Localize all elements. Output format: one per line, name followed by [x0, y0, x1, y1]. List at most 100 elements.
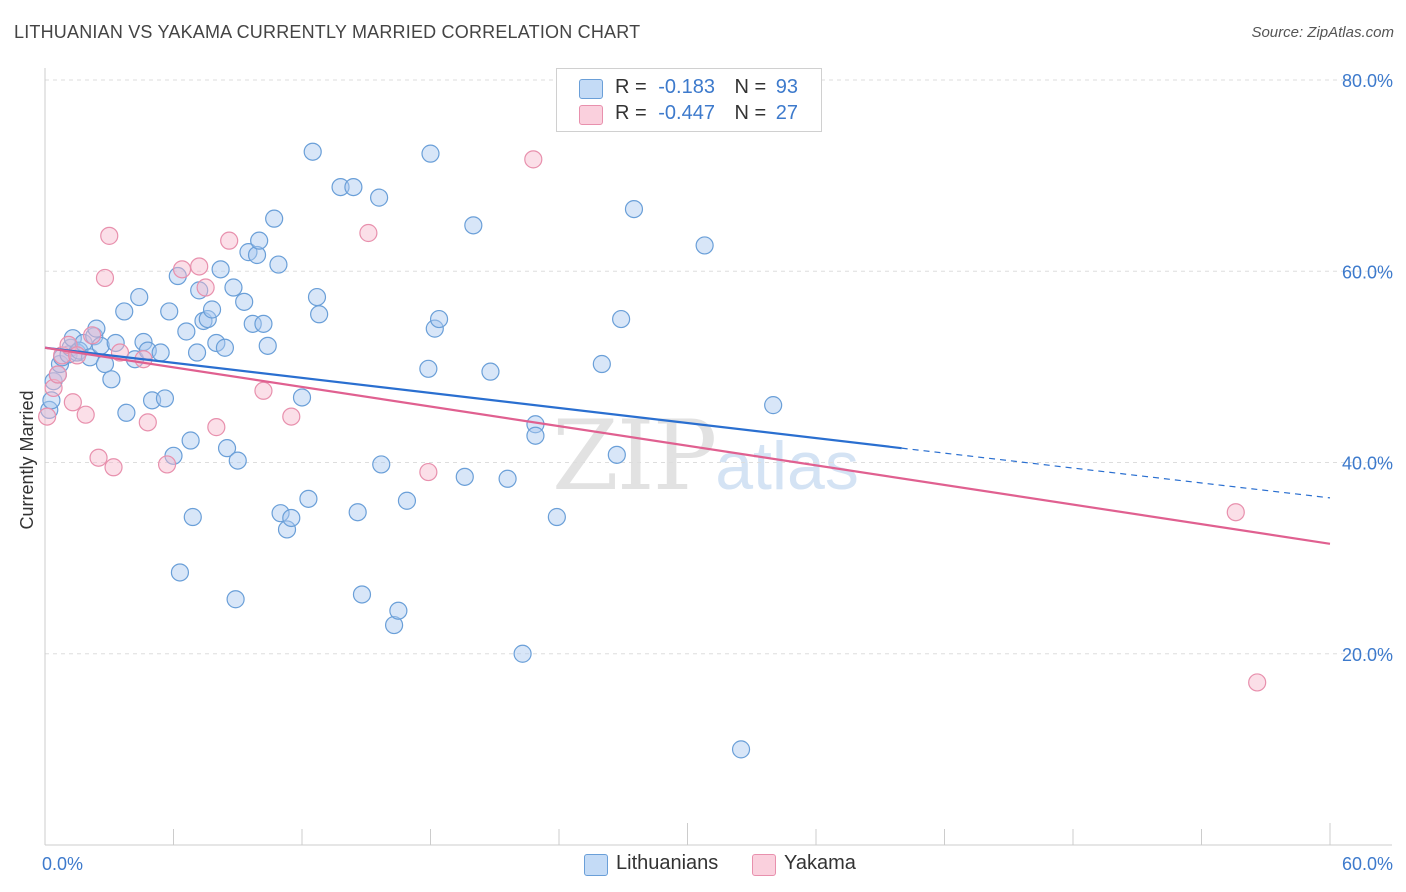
- source-label: Source: ZipAtlas.com: [1251, 24, 1394, 41]
- x-tick-label-min: 0.0%: [42, 854, 83, 874]
- point-yakama: [83, 326, 102, 345]
- trend-line-yakama: [44, 346, 1331, 545]
- r-label: R =: [615, 76, 647, 98]
- point-lithuanians: [526, 426, 545, 445]
- correlation-legend: R = -0.183 N = 93 R = -0.447 N = 27: [556, 68, 822, 132]
- bottom-label-lithuanians: Lithuanians: [616, 852, 719, 874]
- y-tick-label: 80.0%: [1342, 71, 1393, 91]
- legend-swatch-yakama: [579, 105, 603, 125]
- y-axis-label: Currently Married: [17, 390, 37, 529]
- point-yakama: [524, 150, 543, 169]
- point-lithuanians: [344, 178, 363, 197]
- point-lithuanians: [547, 507, 566, 527]
- point-yakama: [207, 418, 226, 437]
- point-lithuanians: [228, 451, 247, 470]
- chart-title: LITHUANIAN VS YAKAMA CURRENTLY MARRIED C…: [14, 22, 641, 42]
- point-lithuanians: [224, 278, 243, 297]
- trend-lines: [44, 346, 1331, 545]
- point-lithuanians: [265, 209, 284, 228]
- point-yakama: [220, 231, 239, 250]
- point-lithuanians: [389, 601, 408, 620]
- point-yakama: [63, 393, 82, 412]
- point-lithuanians: [352, 585, 372, 604]
- legend-text-lithuanians: R = -0.183 N = 93: [615, 76, 798, 99]
- point-lithuanians: [198, 309, 217, 329]
- n-value: 27: [775, 102, 799, 124]
- point-lithuanians: [384, 615, 404, 635]
- bottom-swatch-yakama: [752, 854, 776, 876]
- point-yakama: [254, 381, 273, 400]
- r-value: -0.447: [658, 102, 715, 124]
- point-lithuanians: [331, 178, 350, 197]
- point-yakama: [44, 378, 63, 398]
- point-yakama: [68, 346, 87, 365]
- point-lithuanians: [292, 388, 312, 407]
- point-yakama: [95, 268, 115, 288]
- point-yakama: [138, 413, 157, 432]
- point-yakama: [282, 407, 301, 426]
- point-yakama: [196, 278, 215, 297]
- point-lithuanians: [307, 287, 327, 307]
- point-yakama: [172, 260, 192, 279]
- point-lithuanians: [183, 507, 202, 527]
- point-yakama: [76, 405, 95, 424]
- point-yakama: [419, 462, 438, 482]
- bottom-swatch-lithuanians: [584, 854, 608, 876]
- point-lithuanians: [170, 563, 190, 582]
- r-label: R =: [615, 102, 647, 124]
- point-lithuanians: [226, 590, 245, 609]
- point-lithuanians: [207, 333, 226, 353]
- point-lithuanians: [731, 740, 751, 759]
- trend-line-lithuanians-extension: [901, 447, 1331, 499]
- point-lithuanians: [181, 431, 200, 450]
- point-lithuanians: [372, 455, 391, 474]
- point-lithuanians: [187, 343, 207, 362]
- legend-swatch-lithuanians: [579, 79, 603, 99]
- point-lithuanians: [348, 503, 367, 522]
- n-label: N =: [734, 76, 767, 98]
- tick-labels: 80.0% 60.0% 40.0% 20.0% 0.0% 60.0%: [42, 71, 1393, 874]
- point-yakama: [190, 257, 209, 276]
- point-lithuanians: [269, 255, 288, 274]
- point-lithuanians: [303, 142, 322, 161]
- point-lithuanians: [498, 469, 517, 488]
- point-lithuanians: [106, 333, 125, 353]
- point-lithuanians: [624, 199, 644, 219]
- x-tick-label-max: 60.0%: [1342, 854, 1393, 874]
- point-lithuanians: [155, 389, 175, 408]
- point-yakama: [104, 458, 123, 477]
- point-lithuanians: [455, 467, 474, 486]
- trend-line-lithuanians: [44, 346, 902, 450]
- axes: [44, 68, 1392, 846]
- point-lithuanians: [211, 260, 230, 279]
- point-lithuanians: [429, 309, 449, 329]
- point-lithuanians: [592, 354, 611, 374]
- bottom-label-yakama: Yakama: [784, 852, 856, 874]
- point-lithuanians: [202, 300, 222, 319]
- point-lithuanians: [370, 188, 389, 207]
- point-lithuanians: [243, 314, 262, 333]
- point-yakama: [100, 226, 119, 245]
- point-yakama: [48, 365, 67, 384]
- point-lithuanians: [271, 504, 290, 523]
- point-lithuanians: [130, 287, 149, 307]
- data-points: [38, 142, 1267, 759]
- point-yakama: [89, 448, 108, 467]
- point-lithuanians: [419, 359, 438, 378]
- point-lithuanians: [277, 520, 297, 539]
- point-lithuanians: [513, 644, 532, 663]
- point-lithuanians: [421, 144, 440, 163]
- point-lithuanians: [299, 489, 318, 508]
- point-lithuanians: [695, 236, 714, 255]
- n-value: 93: [775, 76, 799, 98]
- point-lithuanians: [235, 292, 254, 311]
- point-yakama: [38, 407, 57, 426]
- point-yakama: [157, 455, 177, 474]
- point-yakama: [359, 223, 378, 243]
- point-lithuanians: [464, 216, 483, 235]
- point-lithuanians: [397, 491, 417, 510]
- point-lithuanians: [217, 439, 237, 458]
- point-lithuanians: [310, 305, 329, 324]
- watermark-zip: ZIP: [552, 400, 717, 512]
